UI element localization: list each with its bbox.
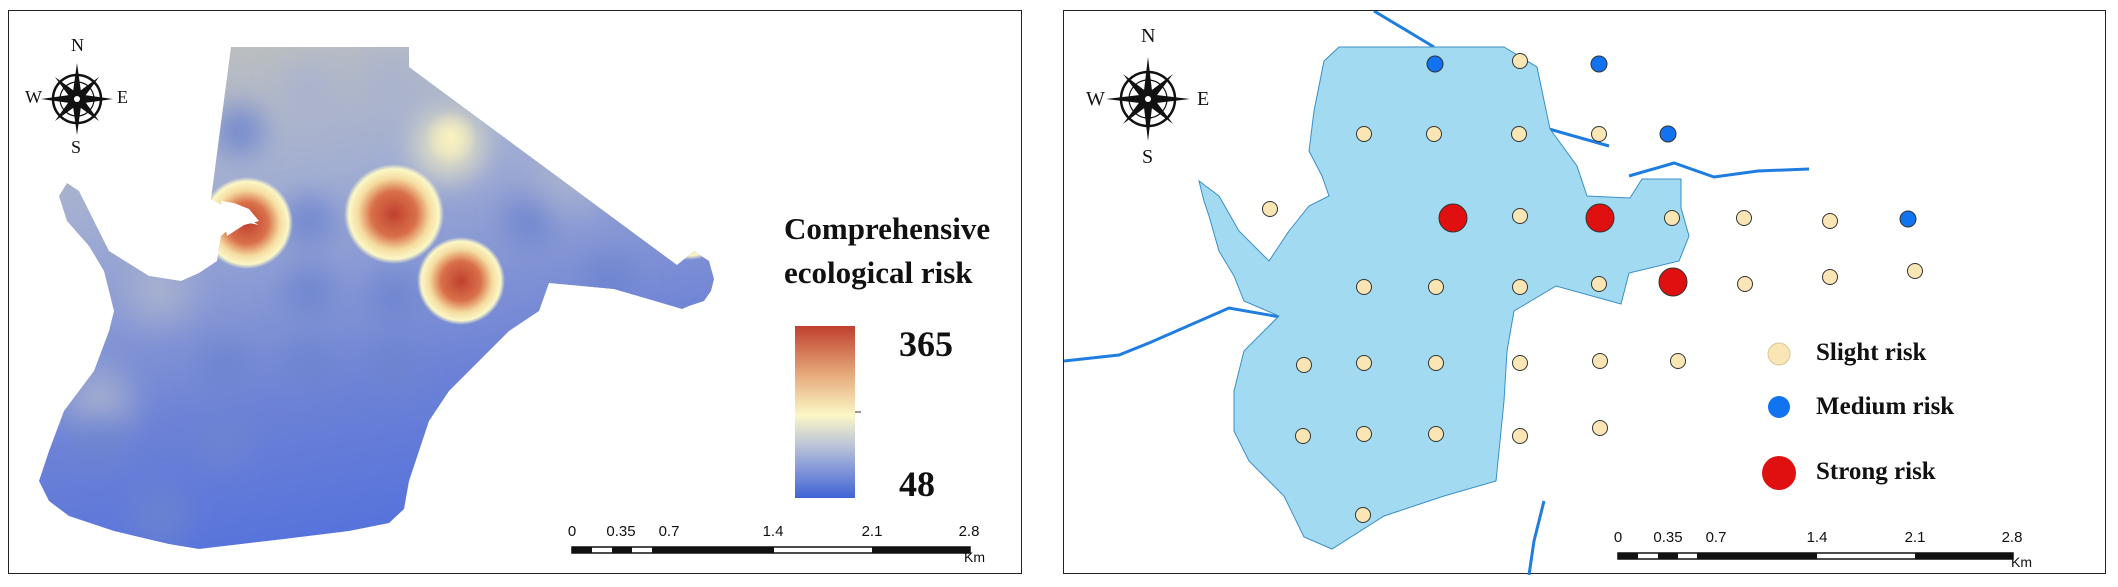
scale-tick-5: 2.8 <box>958 523 980 540</box>
sample-point-slight <box>1356 426 1372 442</box>
sample-point-slight <box>1512 208 1528 224</box>
legend-slight-symbol <box>1767 342 1791 366</box>
compass-rose-icon <box>1106 57 1190 141</box>
scale-bar <box>1617 552 2014 560</box>
island-notch <box>221 201 259 236</box>
scale-tick-2: 0.7 <box>658 523 680 540</box>
scale-tick-4: 2.1 <box>861 523 883 540</box>
legend-max-value: 365 <box>899 324 953 364</box>
sample-point-slight <box>1592 420 1608 436</box>
sample-point-slight <box>1907 263 1923 279</box>
sample-point-slight <box>1355 507 1371 523</box>
scale-tick-4: 2.1 <box>1904 529 1926 546</box>
legend-slight-label: Slight risk <box>1816 339 1927 366</box>
scale-tick-1: 0.35 <box>606 523 636 540</box>
sample-points <box>1262 53 1923 523</box>
legend-title-line-2: ecological risk <box>784 255 973 290</box>
risk-color-ramp <box>795 326 855 498</box>
scale-tick-2: 0.7 <box>1705 529 1727 546</box>
legend-medium-label: Medium risk <box>1816 393 1955 420</box>
compass-north-label: N <box>1141 25 1156 47</box>
legend-strong-symbol <box>1762 456 1796 490</box>
sample-point-slight <box>1262 201 1278 217</box>
sample-point-medium <box>1590 55 1608 73</box>
stream-east <box>1628 161 1810 179</box>
scale-tick-0: 0 <box>567 523 577 540</box>
sample-point-slight <box>1737 276 1753 292</box>
risk-interpolation-map-panel: N S W E Comprehensive ecological risk 36… <box>8 10 1022 574</box>
legend-medium-symbol <box>1768 396 1790 418</box>
sample-point-slight <box>1356 279 1372 295</box>
sample-point-slight <box>1592 353 1608 369</box>
scale-unit: Km <box>964 549 985 565</box>
sample-point-slight <box>1511 126 1527 142</box>
legend-title: Comprehensive ecological risk <box>784 207 990 295</box>
sample-point-slight <box>1512 428 1528 444</box>
compass-east-label: E <box>1197 88 1210 110</box>
stream-south <box>1527 500 1546 575</box>
compass-south-label: S <box>1142 146 1154 168</box>
sample-point-medium <box>1426 55 1444 73</box>
sample-point-slight <box>1822 269 1838 285</box>
sample-point-slight <box>1512 53 1528 69</box>
compass-west-label: W <box>25 87 42 107</box>
sample-point-slight <box>1664 210 1680 226</box>
lake-outline <box>1198 46 1690 550</box>
sample-point-medium <box>1899 210 1917 228</box>
sample-point-slight <box>1296 357 1312 373</box>
scale-bar <box>571 546 971 554</box>
legend-title-line-1: Comprehensive <box>784 211 991 246</box>
sample-point-slight <box>1428 426 1444 442</box>
sample-point-strong <box>1658 267 1688 297</box>
sample-point-strong <box>1438 203 1468 233</box>
sample-point-slight <box>1356 355 1372 371</box>
streams <box>1064 11 1810 575</box>
scale-tick-0: 0 <box>1613 529 1623 546</box>
legend-strong-label: Strong risk <box>1816 458 1936 485</box>
compass-east-label: E <box>117 87 128 107</box>
risk-level-points-map <box>1064 11 2014 575</box>
sample-point-slight <box>1512 355 1528 371</box>
scale-tick-5: 2.8 <box>2001 529 2023 546</box>
stream-north <box>1373 11 1435 49</box>
sample-point-slight <box>1428 279 1444 295</box>
sample-point-slight <box>1822 213 1838 229</box>
sample-point-slight <box>1295 428 1311 444</box>
compass-north-label: N <box>71 35 84 55</box>
sample-point-slight <box>1512 279 1528 295</box>
sample-point-slight <box>1591 276 1607 292</box>
legend-min-value: 48 <box>899 464 935 504</box>
scale-unit: Km <box>2011 554 2032 570</box>
scale-tick-1: 0.35 <box>1653 529 1683 546</box>
risk-interpolation-map <box>39 47 971 554</box>
scale-tick-3: 1.4 <box>762 523 784 540</box>
scale-tick-3: 1.4 <box>1806 529 1828 546</box>
compass-south-label: S <box>71 137 82 157</box>
sample-point-slight <box>1426 126 1442 142</box>
compass-rose-icon <box>41 63 113 135</box>
stream-west <box>1064 306 1315 363</box>
sample-point-strong <box>1585 203 1615 233</box>
sample-point-slight <box>1670 353 1686 369</box>
sample-point-slight <box>1591 126 1607 142</box>
compass-west-label: W <box>1086 88 1105 110</box>
sample-point-slight <box>1736 210 1752 226</box>
stream-northeast <box>1548 127 1610 148</box>
sample-point-medium <box>1659 125 1677 143</box>
sample-point-slight <box>1356 126 1372 142</box>
sample-point-slight <box>1428 355 1444 371</box>
risk-level-points-map-panel: N S W E Slight risk Medium risk Strong r… <box>1063 10 2106 575</box>
